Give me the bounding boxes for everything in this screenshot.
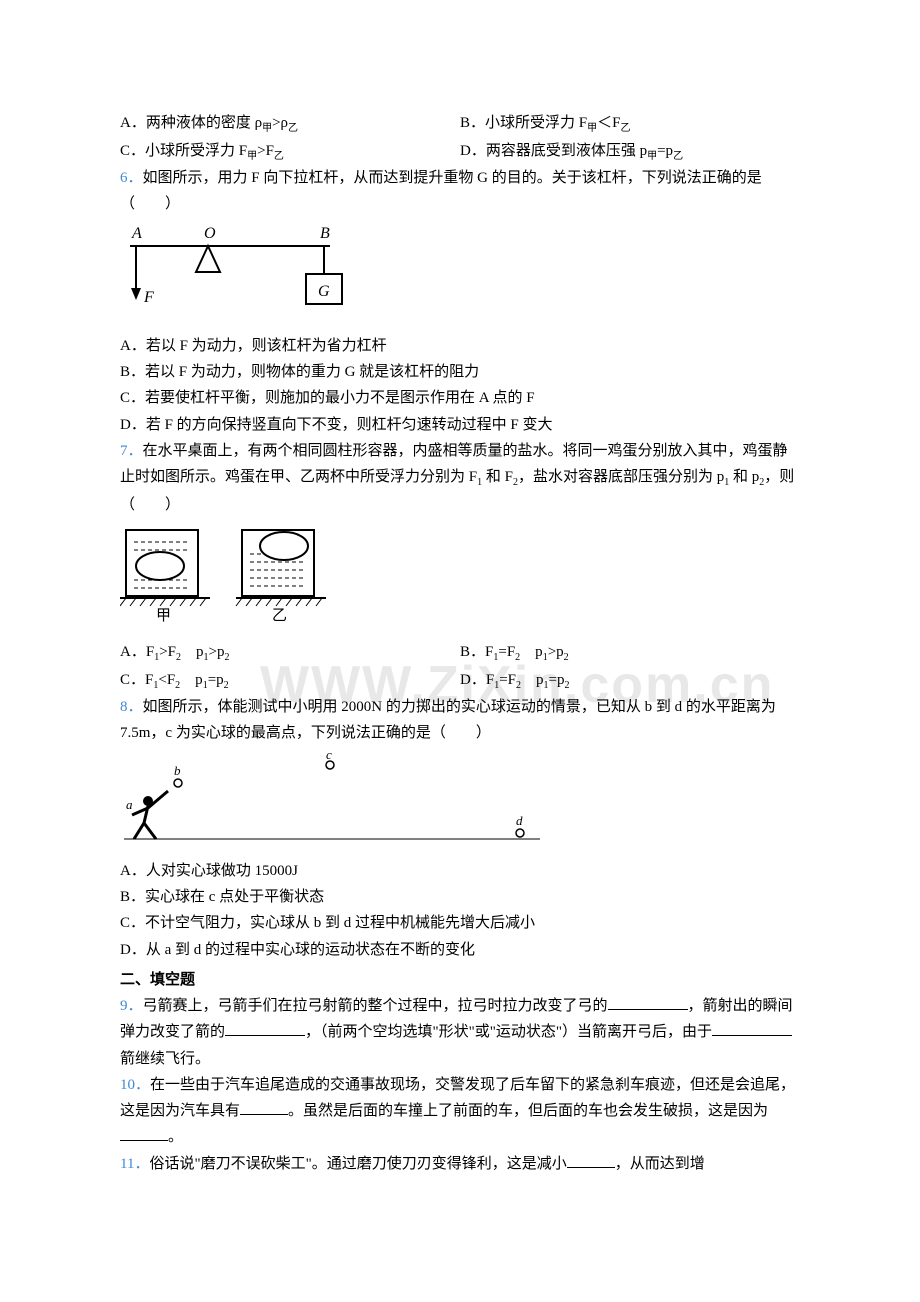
q5-optC: C．小球所受浮力 F甲>F乙 [120,143,284,159]
q7-optC: C．F1<F2 p1=p2 [120,672,229,688]
svg-text:a: a [126,797,133,812]
svg-text:A: A [131,225,142,242]
q7-figure: 甲 乙 [120,524,800,633]
q7-optD: D．F1=F2 p1=p2 [460,672,569,688]
svg-text:乙: 乙 [272,608,287,624]
svg-text:O: O [204,225,216,242]
svg-text:c: c [326,753,332,762]
q5-optA: A．两种液体的密度 ρ甲>ρ乙 [120,115,298,131]
section2-heading: 二、填空题 [120,967,800,993]
q10-number: 10． [120,1077,150,1093]
q7-optA: A．F1>F2 p1>p2 [120,644,229,660]
q9-blank2[interactable] [225,1020,305,1037]
q7-options-row1: A．F1>F2 p1>p2 B．F1=F2 p1>p2 [120,639,800,667]
q9-blank1[interactable] [608,994,688,1011]
q6-optB: B．若以 F 为动力，则物体的重力 G 就是该杠杆的阻力 [120,359,800,385]
svg-text:F: F [143,289,154,306]
q11: 11．俗话说"磨刀不误砍柴工"。通过磨刀使刀刃变得锋利，这是减小，从而达到增 [120,1151,800,1177]
q11-blank1[interactable] [567,1151,615,1168]
q8-number: 8． [120,699,143,715]
q5-options-row1: A．两种液体的密度 ρ甲>ρ乙 B．小球所受浮力 F甲＜F乙 [120,110,800,138]
svg-text:甲: 甲 [156,608,171,624]
q6-optA: A．若以 F 为动力，则该杠杆为省力杠杆 [120,333,800,359]
q5-optB: B．小球所受浮力 F甲＜F乙 [460,115,630,131]
q6-number: 6． [120,170,143,186]
q7-optB: B．F1=F2 p1>p2 [460,644,569,660]
q9-number: 9． [120,998,143,1014]
q8-optD: D．从 a 到 d 的过程中实心球的运动状态在不断的变化 [120,937,800,963]
q9: 9．弓箭赛上，弓箭手们在拉弓射箭的整个过程中，拉弓时拉力改变了弓的，箭射出的瞬间… [120,993,800,1072]
q7-stem: 7．在水平桌面上，有两个相同圆柱形容器，内盛相等质量的盐水。将同一鸡蛋分别放入其… [120,438,800,518]
q11-number: 11． [120,1156,149,1172]
q8-stem: 8．如图所示，体能测试中小明用 2000N 的力掷出的实心球运动的情景，已知从 … [120,694,800,747]
page-content: A．两种液体的密度 ρ甲>ρ乙 B．小球所受浮力 F甲＜F乙 C．小球所受浮力 … [120,110,800,1177]
svg-text:G: G [318,283,330,300]
q5-optD: D．两容器底受到液体压强 p甲=p乙 [460,143,683,159]
q10: 10．在一些由于汽车追尾造成的交通事故现场，交警发现了后车留下的紧急刹车痕迹，但… [120,1072,800,1151]
q10-blank1[interactable] [240,1099,288,1116]
q6-optC: C．若要使杠杆平衡，则施加的最小力不是图示作用在 A 点的 F [120,385,800,411]
svg-text:b: b [174,763,181,778]
q8-optC: C．不计空气阻力，实心球从 b 到 d 过程中机械能先增大后减小 [120,910,800,936]
svg-text:d: d [516,813,523,828]
q8-optB: B．实心球在 c 点处于平衡状态 [120,884,800,910]
q6-figure: A O B F G [120,224,800,323]
q7-number: 7． [120,443,143,459]
q10-blank2[interactable] [120,1125,168,1142]
svg-text:B: B [320,225,330,242]
q7-options-row2: C．F1<F2 p1=p2 D．F1=F2 p1=p2 [120,667,800,695]
q9-blank3[interactable] [712,1020,792,1037]
q8-optA: A．人对实心球做功 15000J [120,858,800,884]
q5-options-row2: C．小球所受浮力 F甲>F乙 D．两容器底受到液体压强 p甲=p乙 [120,138,800,166]
q8-figure: a b c d [120,753,800,852]
q6-stem: 6．如图所示，用力 F 向下拉杠杆，从而达到提升重物 G 的目的。关于该杠杆，下… [120,165,800,218]
q6-optD: D．若 F 的方向保持竖直向下不变，则杠杆匀速转动过程中 F 变大 [120,412,800,438]
